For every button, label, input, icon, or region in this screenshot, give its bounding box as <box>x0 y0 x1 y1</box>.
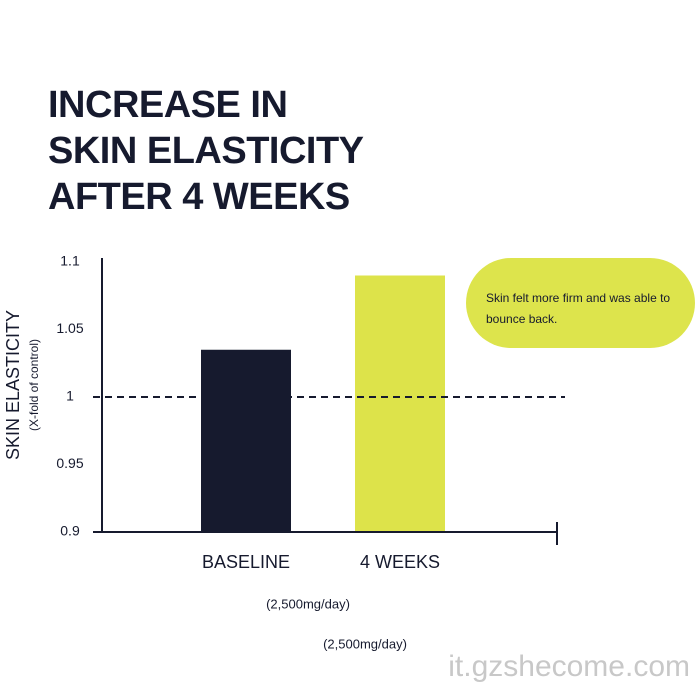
annotation-bubble <box>466 258 695 348</box>
dose-label: (2,500mg/day) <box>323 636 407 651</box>
y-tick-label: 1.05 <box>56 320 83 336</box>
watermark: it.gzshecome.com <box>448 650 690 683</box>
y-tick-label: 1.1 <box>60 253 80 269</box>
y-tick-label: 1 <box>66 388 74 404</box>
bar <box>201 349 291 532</box>
chart-title: INCREASE IN SKIN ELASTICITY AFTER 4 WEEK… <box>48 84 363 218</box>
x-tick-label: BASELINE <box>202 552 290 572</box>
annotation: Skin felt more firm and was able to boun… <box>486 291 671 326</box>
y-axis-label: SKIN ELASTICITY <box>3 310 23 460</box>
x-tick-label: 4 WEEKS <box>360 552 440 572</box>
y-axis-sublabel: (X-fold of control) <box>27 339 41 431</box>
bar <box>355 275 445 532</box>
dose-label: (2,500mg/day) <box>266 596 350 611</box>
y-tick-label: 0.9 <box>60 523 80 539</box>
y-tick-label: 0.95 <box>56 455 83 471</box>
